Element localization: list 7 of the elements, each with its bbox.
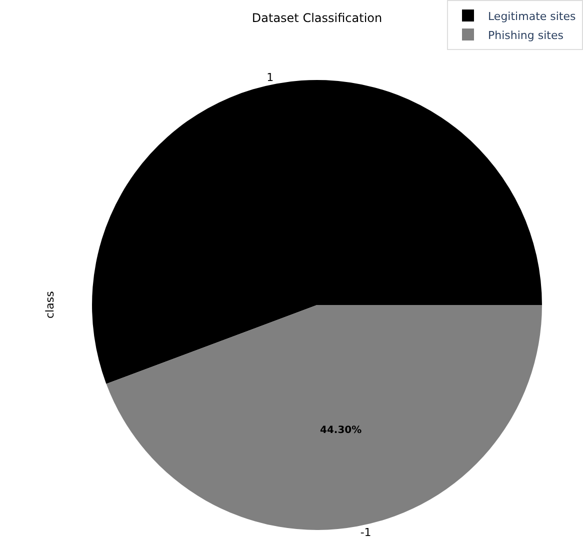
text: 1 bbox=[266, 70, 274, 84]
text: class bbox=[44, 290, 56, 318]
text: -1 bbox=[360, 526, 372, 540]
legend-label: Phishing sites bbox=[488, 28, 564, 42]
text: Dataset Classification bbox=[252, 11, 382, 26]
legend-label: Legitimate sites bbox=[488, 10, 576, 23]
data-label: 44.30% bbox=[320, 425, 362, 436]
